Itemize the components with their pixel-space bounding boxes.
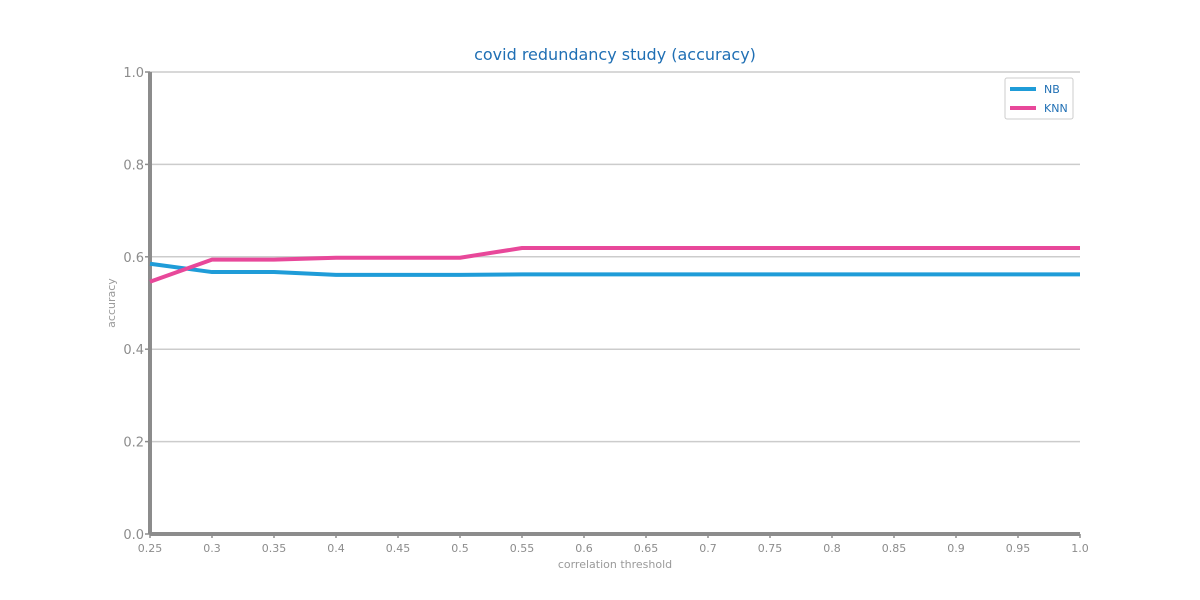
x-tick-label: 0.6 — [575, 542, 593, 555]
x-tick-label: 0.4 — [327, 542, 345, 555]
series-line-nb — [149, 261, 1080, 277]
series-lines — [149, 246, 1080, 284]
x-tick-label: 0.55 — [510, 542, 535, 555]
x-tick-label: 0.8 — [823, 542, 841, 555]
x-tick-label: 0.5 — [451, 542, 469, 555]
legend: NB KNN — [1004, 77, 1074, 120]
y-tick-label: 0.2 — [123, 436, 144, 451]
y-tick-label: 0.6 — [123, 251, 144, 266]
y-tick-label: 0.4 — [123, 343, 144, 358]
x-tick-labels: 0.25 0.3 0.35 0.4 0.45 0.5 0.55 0.6 0.65 0.7 0.75 0… — [138, 542, 1089, 555]
series-line-knn — [149, 246, 1080, 284]
x-tick-label: 0.75 — [758, 542, 783, 555]
x-axis-label: correlation threshold — [558, 558, 672, 571]
x-tick-label: 0.7 — [699, 542, 717, 555]
x-tick-label: 1.0 — [1071, 542, 1089, 555]
y-tick-label: 0.0 — [123, 528, 144, 543]
legend-label-nb: NB — [1044, 83, 1060, 96]
chart-title: covid redundancy study (accuracy) — [474, 45, 756, 64]
y-tick-label: 0.8 — [123, 158, 144, 173]
gridlines — [145, 71, 1080, 535]
x-tick-label: 0.25 — [138, 542, 163, 555]
x-tick-label: 0.85 — [882, 542, 907, 555]
axes — [148, 72, 1081, 538]
x-tick-label: 0.65 — [634, 542, 659, 555]
y-tick-labels: 0.0 0.2 0.4 0.6 0.8 1.0 — [123, 66, 144, 543]
x-tick-label: 0.45 — [386, 542, 411, 555]
x-tick-label: 0.95 — [1006, 542, 1031, 555]
x-tick-label: 0.3 — [203, 542, 221, 555]
y-axis-label: accuracy — [105, 278, 118, 328]
x-tick-label: 0.9 — [947, 542, 965, 555]
y-tick-label: 1.0 — [123, 66, 144, 81]
x-tick-label: 0.35 — [262, 542, 287, 555]
legend-label-knn: KNN — [1044, 102, 1068, 115]
